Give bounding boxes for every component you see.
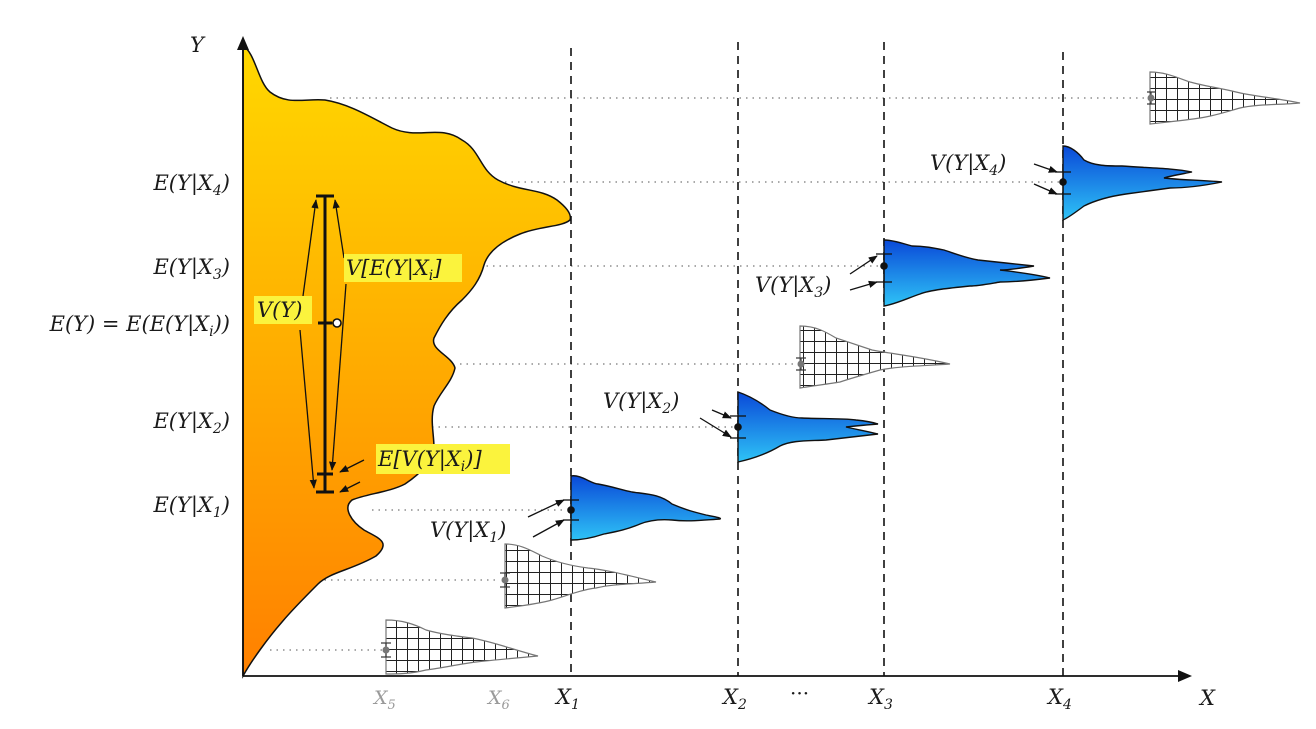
v-y-x2-label: V(Y|X2) <box>603 389 679 417</box>
x-axis-arrowhead <box>1178 670 1192 682</box>
x-tick-x6: X6 <box>486 687 510 713</box>
conditional-variance-labels: V(Y|X1) V(Y|X2) V(Y|X3) V(Y|X4) <box>430 151 1006 546</box>
x-tick-x5: X5 <box>372 687 396 713</box>
y-tick-e-y-total: E(Y) = E(E(Y|Xi)) <box>49 312 230 340</box>
total-variance-bar <box>316 194 342 494</box>
x-tick-labels: X5 X6 X1 X2 ··· X3 X4 <box>372 681 1072 713</box>
hatched-distribution-mid <box>796 325 951 389</box>
variance-marker-x2 <box>730 415 746 439</box>
hatched-distribution-x6 <box>500 543 657 609</box>
within-variance-label: E[V(Y|Xi)] <box>376 444 510 475</box>
hatched-distribution-x5 <box>381 619 539 675</box>
guide-lines <box>270 97 1150 651</box>
y-axis-arrowhead <box>237 36 249 50</box>
v-y-x1-label: V(Y|X1) <box>430 518 506 546</box>
x-axis-title: X <box>1198 686 1216 710</box>
x-tick-x2: X2 <box>721 685 747 713</box>
y-tick-e-y-x1: E(Y|X1) <box>152 493 230 521</box>
total-variance-label: V(Y) <box>254 296 312 324</box>
variance-marker-x1 <box>563 499 579 521</box>
y-tick-labels: E(Y|X4) E(Y|X3) E(Y) = E(E(Y|Xi)) E(Y|X2… <box>49 171 230 521</box>
svg-text:E[V(Y|Xi)]: E[V(Y|Xi)] <box>377 447 482 475</box>
y-axis-title: Y <box>190 33 206 57</box>
conditional-distribution-x1 <box>570 475 722 541</box>
variance-marker-x3 <box>876 253 892 283</box>
svg-text:V[E(Y|Xi]: V[E(Y|Xi] <box>346 256 442 284</box>
x-tick-x1: X1 <box>554 685 580 713</box>
x-tick-x3: X3 <box>867 685 893 713</box>
y-tick-e-y-x2: E(Y|X2) <box>152 409 230 437</box>
conditional-distribution-x2 <box>737 391 879 463</box>
axes <box>237 36 1192 682</box>
y-tick-e-y-x4: E(Y|X4) <box>152 171 230 199</box>
conditional-distribution-x4 <box>1062 145 1223 222</box>
v-y-x3-label: V(Y|X3) <box>755 273 831 301</box>
y-tick-e-y-x3: E(Y|X3) <box>152 255 230 283</box>
v-y-x4-label: V(Y|X4) <box>930 151 1006 179</box>
x-tick-x4: X4 <box>1046 685 1072 713</box>
between-variance-label: V[E(Y|Xi] <box>344 254 462 284</box>
hatched-distribution-top <box>1147 71 1301 125</box>
annotation-arrows <box>299 163 1058 538</box>
conditional-distribution-x3 <box>883 239 1051 307</box>
x-tick-ellipsis: ··· <box>790 681 809 705</box>
svg-text:V(Y): V(Y) <box>257 298 302 322</box>
